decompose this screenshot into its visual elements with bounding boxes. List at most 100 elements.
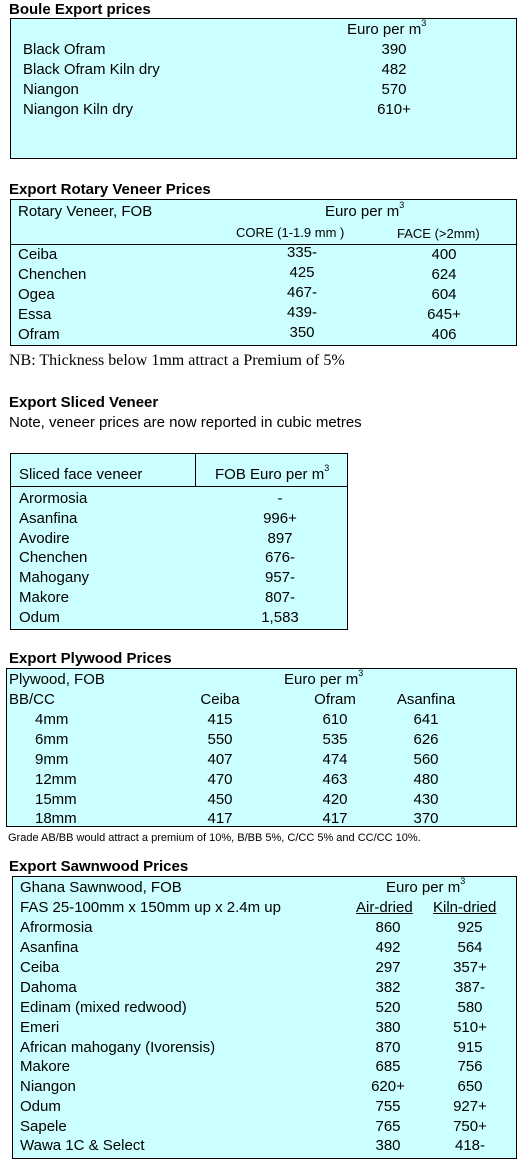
plywood-col-ofram: Ofram [314,691,356,708]
plywood-row-ofram: 610 [322,711,348,728]
plywood-col-ceiba: Ceiba [200,691,240,708]
sawn-row-air: 380 [375,1019,401,1036]
sawn-row-kiln: 580 [457,999,483,1016]
sawn-row-air: 382 [375,979,401,996]
sliced-row-name: Chenchen [19,549,88,566]
sawn-row-kiln: 510+ [453,1019,487,1036]
sawn-row-name: Sapele [20,1118,67,1135]
sawn-row-kiln: 750+ [453,1118,487,1135]
sawn-row-name: Emeri [20,1019,60,1036]
sliced-row-value: 807- [264,589,296,606]
sawn-row-air: 620+ [371,1078,405,1095]
sawn-row-kiln: 756 [457,1058,483,1075]
plywood-row-size: 9mm [35,751,69,768]
sawn-col-air: Air-dried [356,899,413,916]
sawn-row-kiln: 418- [454,1137,486,1154]
rotary-unit: Euro per m3 [325,200,405,221]
plywood-row-asanfina: 641 [413,711,439,728]
rotary-row-name: Essa [18,306,52,323]
plywood-row-ofram: 463 [322,771,348,788]
sawn-row-kiln: 915 [457,1039,483,1056]
boule-row-value: 610+ [377,101,411,118]
sliced-row-name: Avodire [19,530,70,547]
plywood-row-size: 6mm [35,731,69,748]
sawn-row-name: Niangon [20,1078,76,1095]
plywood-row-ceiba: 415 [207,711,233,728]
sawn-row-name: Wawa 1C & Select [20,1137,145,1154]
rotary-title: Export Rotary Veneer Prices [9,181,211,198]
sliced-note: Note, veneer prices are now reported in … [9,414,362,431]
rotary-row-face: 645+ [427,306,461,323]
plywood-table [6,668,517,827]
sawn-row-name: Ceiba [20,959,60,976]
sawn-title: Export Sawnwood Prices [9,858,189,875]
rotary-col-face: FACE (>2mm) [397,226,480,241]
plywood-label: Plywood, FOB [9,671,105,688]
sawn-row-air: 297 [375,959,401,976]
boule-row-name: Niangon [23,81,79,98]
boule-title: Boule Export prices [9,1,151,18]
sawn-label: Ghana Sawnwood, FOB [20,879,182,896]
sliced-row-name: Asanfina [19,510,78,527]
rotary-row-name: Ceiba [18,246,58,263]
sliced-row-value: 996+ [263,510,297,527]
plywood-grade: BB/CC [9,691,55,708]
plywood-row-ofram: 474 [322,751,348,768]
sawn-row-kiln: 925 [457,919,483,936]
plywood-title: Export Plywood Prices [9,650,172,667]
plywood-row-size: 15mm [35,791,77,808]
sliced-col-label: Sliced face veneer [19,466,143,483]
boule-unit: Euro per m3 [347,18,427,39]
sawn-row-name: Afrormosia [20,919,93,936]
sliced-col-divider [195,453,196,487]
sliced-row-name: Makore [19,589,70,606]
rotary-row-face: 406 [431,326,457,343]
boule-row-name: Black Ofram [23,41,106,58]
plywood-row-asanfina: 370 [413,810,439,827]
rotary-row-face: 604 [431,286,457,303]
boule-row-name: Black Ofram Kiln dry [23,61,160,78]
sliced-row-value: 957- [264,569,296,586]
rotary-row-core: 425 [289,264,315,281]
sawn-row-kiln: 650 [457,1078,483,1095]
rotary-row-face: 400 [431,246,457,263]
boule-row-value: 390 [381,41,407,58]
sawn-row-kiln: 357+ [453,959,487,976]
plywood-row-ceiba: 450 [207,791,233,808]
boule-row-value: 482 [381,61,407,78]
plywood-row-size: 4mm [35,711,69,728]
sliced-table [10,453,348,630]
rotary-row-name: Chenchen [18,266,87,283]
sawn-row-air: 380 [375,1137,401,1154]
plywood-row-ofram: 535 [322,731,348,748]
sawn-row-air: 492 [375,939,401,956]
rotary-row-core: 467- [286,284,318,301]
rotary-row-name: Ogea [18,286,55,303]
sawn-row-air: 520 [375,999,401,1016]
plywood-row-ofram: 417 [322,810,348,827]
plywood-row-size: 18mm [35,810,77,827]
sliced-col-unit: FOB Euro per m3 [215,463,330,484]
plywood-row-asanfina: 626 [413,731,439,748]
sawn-row-name: Odum [20,1098,61,1115]
sliced-row-value: - [277,490,283,507]
sliced-title: Export Sliced Veneer [9,394,159,411]
sawn-row-name: African mahogany (Ivorensis) [20,1039,216,1056]
sawn-row-kiln: 564 [457,939,483,956]
sawn-row-air: 685 [375,1058,401,1075]
sawn-row-kiln: 387- [454,979,486,996]
sawn-row-name: Dahoma [20,979,77,996]
plywood-row-ceiba: 470 [207,771,233,788]
sawn-spec: FAS 25-100mm x 150mm up x 2.4m up [20,899,281,916]
boule-table [10,18,517,159]
plywood-unit: Euro per m3 [284,668,364,689]
rotary-col-core: CORE (1-1.9 mm ) [236,225,345,240]
sliced-row-value: 1,583 [261,609,299,626]
plywood-row-ceiba: 417 [207,810,233,827]
plywood-col-asanfina: Asanfina [396,691,456,708]
rotary-row-core: 335- [286,244,318,261]
plywood-row-asanfina: 430 [413,791,439,808]
sawn-row-name: Edinam (mixed redwood) [20,999,187,1016]
sawn-row-name: Asanfina [20,939,79,956]
sliced-row-name: Mahogany [19,569,90,586]
